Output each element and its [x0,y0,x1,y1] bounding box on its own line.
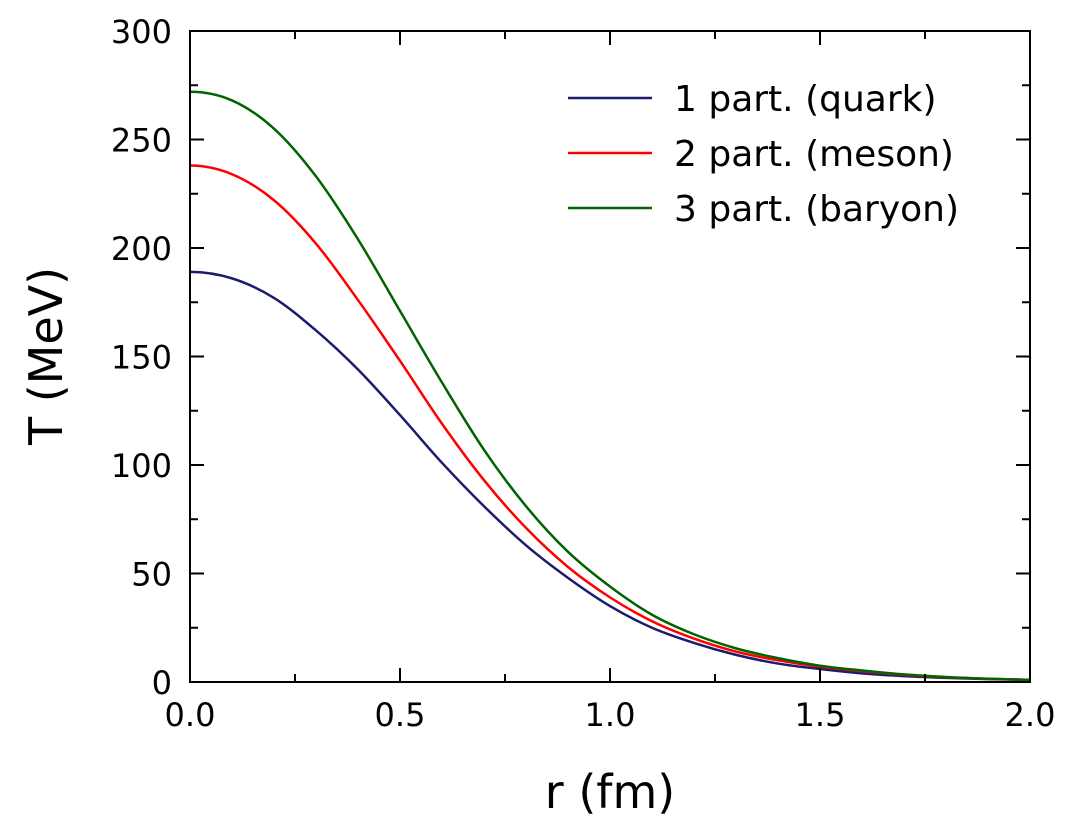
y-tick-label: 200 [111,230,172,268]
y-tick-label: 100 [111,447,172,485]
x-axis-title: r (fm) [545,765,675,819]
series-line-3 [189,90,1031,682]
legend-label-1: 1 part. (quark) [674,79,937,120]
y-tick-label: 0 [152,664,172,702]
plot-frame [189,30,1031,683]
series-line-1 [189,270,1031,682]
ticks-layer: 0.0 0.5 1.0 1.5 2.0 0 50 100 150 200 250 300 [111,13,1056,734]
x-tick-label: 1.0 [585,696,636,734]
x-tick-label: 1.5 [795,696,846,734]
y-tick-label: 300 [111,13,172,51]
x-tick-label: 2.0 [1005,696,1056,734]
curves-layer [189,90,1031,682]
legend: 1 part. (quark) 2 part. (meson) 3 part. (b… [568,79,959,230]
y-axis-title: T (MeV) [19,267,73,446]
y-tick-label: 150 [111,339,172,377]
y-tick-label: 250 [111,122,172,160]
legend-label-2: 2 part. (meson) [674,134,954,175]
y-tick-label: 50 [131,556,172,594]
series-line-2 [189,164,1031,682]
x-tick-label: 0.0 [165,696,216,734]
x-tick-label: 0.5 [375,696,426,734]
legend-label-3: 3 part. (baryon) [674,189,959,230]
